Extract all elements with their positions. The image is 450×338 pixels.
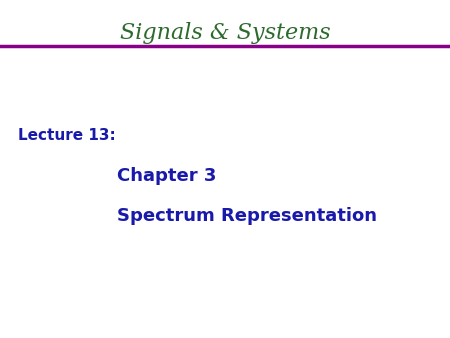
- Text: Signals & Systems: Signals & Systems: [120, 22, 330, 44]
- Text: Spectrum Representation: Spectrum Representation: [117, 207, 377, 225]
- Text: Lecture 13:: Lecture 13:: [18, 128, 116, 143]
- Text: Chapter 3: Chapter 3: [117, 167, 216, 185]
